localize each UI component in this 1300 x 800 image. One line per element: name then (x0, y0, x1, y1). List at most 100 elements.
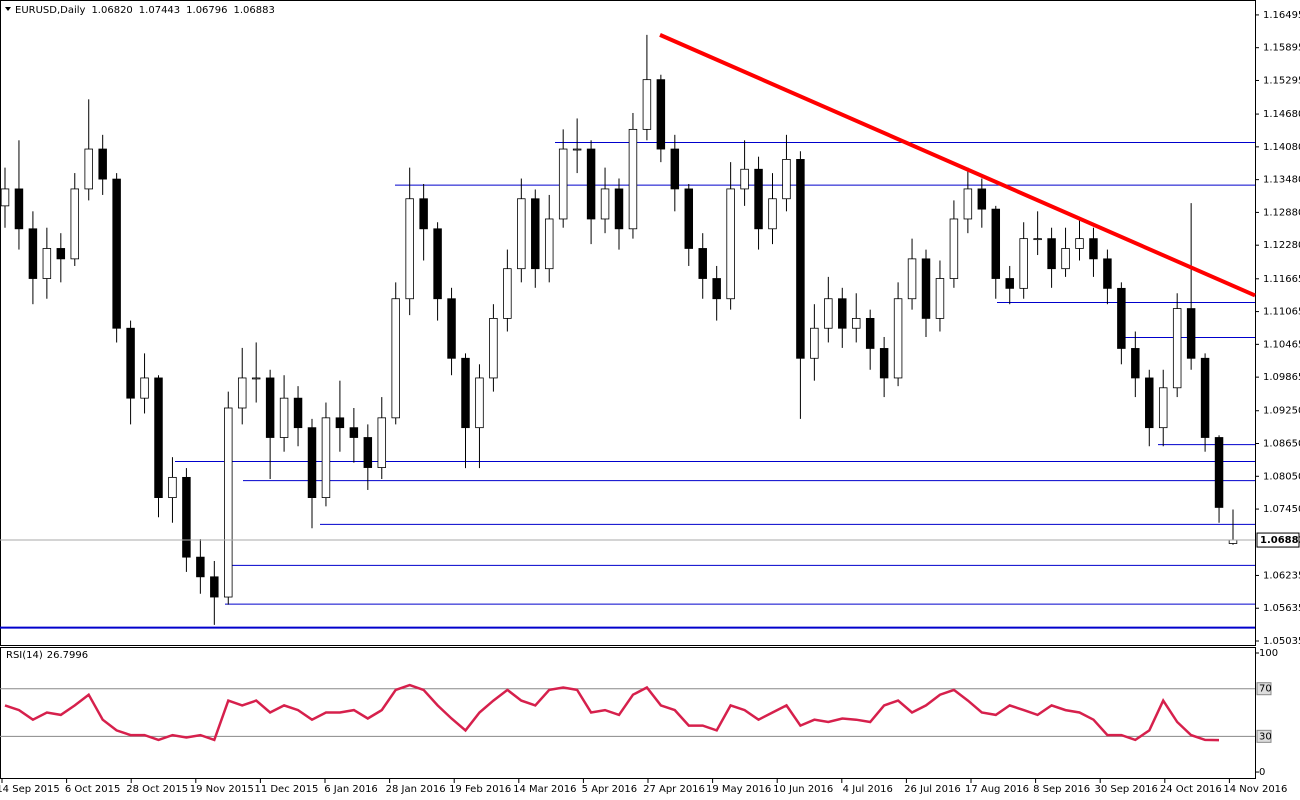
candle-body (586, 148, 596, 220)
y-tick-label: 1.05035 (1263, 636, 1300, 647)
candle-body (907, 258, 917, 300)
current-price-box (1256, 532, 1300, 548)
y-tick-label: 1.16495 (1263, 10, 1300, 21)
candle-body (544, 218, 554, 270)
candle-body (279, 397, 289, 438)
rsi-level-box (1256, 682, 1272, 696)
price-panel (0, 0, 1256, 646)
rsi-tick-label: 100 (1259, 648, 1278, 659)
candle-body (782, 159, 791, 200)
symbol: EURUSD,Daily (15, 5, 86, 16)
candle-body (1145, 377, 1154, 429)
candle-body (977, 188, 987, 210)
y-tick-label: 1.12280 (1263, 240, 1300, 251)
x-tick-label: 4 Jul 2016 (843, 784, 893, 795)
candle-body (182, 476, 191, 558)
candle-body (489, 318, 498, 379)
candle-body (893, 298, 903, 379)
candle-body (656, 79, 666, 150)
candle-body (237, 377, 247, 409)
x-tick-label: 27 Apr 2016 (643, 784, 705, 795)
candle-body (196, 556, 205, 578)
x-tick-label: 28 Jan 2016 (386, 784, 446, 795)
candle-body (1033, 238, 1042, 241)
candle-body (838, 298, 847, 329)
rsi-level-label: 70 (1259, 684, 1272, 695)
candle-body (349, 427, 359, 438)
x-tick-label: 26 Jul 2016 (904, 784, 961, 795)
y-tick-label: 1.11065 (1263, 307, 1300, 318)
candle-body (558, 148, 568, 220)
candle-body (1158, 387, 1168, 429)
x-tick-label: 24 Oct 2016 (1160, 784, 1222, 795)
y-tick-label: 1.09865 (1263, 372, 1300, 383)
candle-body (154, 377, 163, 498)
candle-body (307, 427, 317, 498)
candle-body (740, 168, 749, 190)
rsi-title: RSI(14) (6, 650, 43, 661)
candle-body (754, 168, 763, 230)
candle-body (293, 397, 303, 429)
x-tick-label: 19 Feb 2016 (449, 784, 511, 795)
trend-line (659, 33, 1256, 298)
x-tick-label: 17 Aug 2016 (965, 784, 1029, 795)
candle-body (210, 576, 219, 598)
ohlc-value: 1.07443 (139, 5, 180, 16)
candle-body (0, 188, 10, 207)
candle-body (126, 327, 135, 399)
candle-body (112, 178, 121, 329)
candle-body (698, 248, 707, 279)
y-tick-label: 1.10465 (1263, 339, 1300, 350)
x-tick-label: 14 Sep 2015 (0, 784, 60, 795)
candle-body (1200, 357, 1210, 438)
candle-body (265, 377, 275, 438)
candle-body (1103, 258, 1112, 289)
candle-body (224, 407, 233, 598)
y-tick-label: 1.15295 (1263, 75, 1300, 86)
candle-body (363, 437, 373, 468)
candle-body (726, 188, 735, 300)
y-tick-label: 1.11665 (1263, 274, 1300, 285)
candle-body (405, 198, 414, 300)
candle-body (879, 348, 889, 379)
x-tick-label: 14 Mar 2016 (513, 784, 576, 795)
candle-body (377, 417, 387, 468)
y-tick-label: 1.08050 (1263, 471, 1300, 482)
x-tick-label: 14 Nov 2016 (1223, 784, 1287, 795)
candle-body (921, 258, 931, 319)
x-tick-label: 5 Apr 2016 (582, 784, 637, 795)
candle-body (1214, 437, 1224, 508)
candle-body (251, 377, 261, 380)
x-tick-label: 8 Sep 2016 (1033, 784, 1090, 795)
candle-body (865, 318, 875, 349)
candle-body (768, 198, 777, 230)
candle-body (1172, 308, 1182, 389)
candle-body (28, 228, 38, 279)
rsi-level-label: 30 (1259, 731, 1272, 742)
y-tick-label: 1.07450 (1263, 504, 1300, 515)
y-tick-label: 1.14080 (1263, 142, 1300, 153)
chart-header: EURUSD,Daily 1.06820 1.07443 1.06796 1.06883 (15, 5, 275, 16)
x-tick-label: 28 Oct 2015 (126, 784, 188, 795)
candle-body (433, 228, 442, 300)
candle-body (461, 357, 470, 429)
candle-body (1186, 308, 1196, 359)
candle-body (991, 208, 1001, 279)
candle-body (321, 417, 331, 498)
x-tick-label: 11 Dec 2015 (254, 784, 318, 795)
candle-body (963, 188, 973, 220)
candle-body (1075, 238, 1084, 249)
y-tick-label: 1.15895 (1263, 43, 1300, 54)
candle-body (503, 268, 512, 319)
candle-body (1131, 348, 1140, 379)
ohlc-value: 1.06796 (186, 5, 227, 16)
menu-arrow[interactable] (5, 7, 11, 11)
rsi-line (4, 683, 1220, 742)
rsi-panel (0, 647, 1256, 779)
candle-body (1019, 238, 1028, 289)
candle-body (684, 188, 694, 249)
x-tick-label: 6 Oct 2015 (65, 784, 120, 795)
candle-body (70, 188, 80, 260)
candle-body (391, 298, 400, 419)
